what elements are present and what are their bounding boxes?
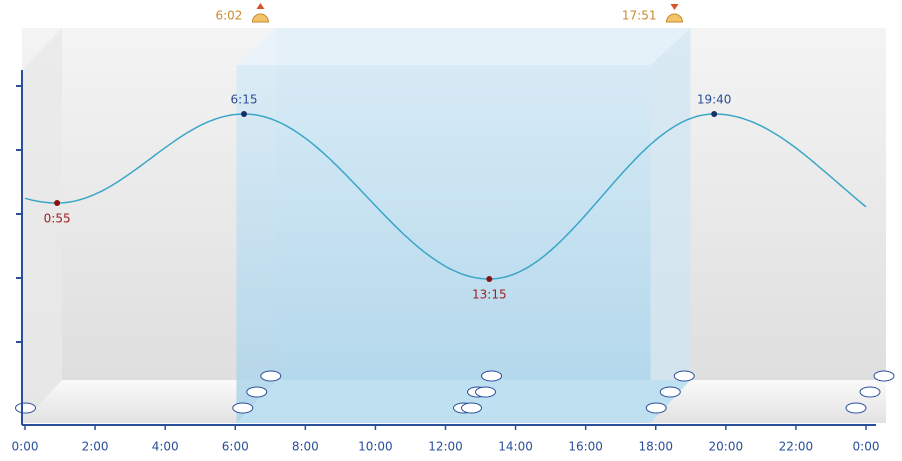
fish-icon <box>674 371 694 381</box>
fish-icon <box>233 403 253 413</box>
x-tick-label: 16:00 <box>568 440 603 454</box>
low-tide-marker <box>486 276 492 282</box>
background <box>16 28 894 423</box>
low-tide-label: 13:15 <box>472 288 507 302</box>
sun-arrow <box>256 3 264 9</box>
day-front <box>236 65 650 423</box>
fish-icon <box>846 403 866 413</box>
x-tick-label: 22:00 <box>779 440 814 454</box>
fish-icon <box>660 387 680 397</box>
sunrise-label: 6:02 <box>215 9 242 23</box>
x-tick-label: 10:00 <box>358 440 393 454</box>
high-tide-label: 19:40 <box>697 93 732 107</box>
x-tick-label: 18:00 <box>638 440 673 454</box>
fish-icon <box>646 403 666 413</box>
fish-icon <box>261 371 281 381</box>
sun-arrow <box>670 4 678 10</box>
fish-icon <box>874 371 894 381</box>
fish-icon <box>482 371 502 381</box>
low-tide-label: 0:55 <box>44 212 71 226</box>
x-tick-label: 12:00 <box>428 440 463 454</box>
sun-icon <box>666 14 682 22</box>
high-tide-marker <box>711 111 717 117</box>
tide-chart: 0:00 2:00 4:00 6:00 8:00 10:00 12:00 14:00 16:00… <box>0 0 902 461</box>
x-tick-label: 2:00 <box>82 440 109 454</box>
x-tick-label: 0:00 <box>853 440 880 454</box>
fish-icon <box>16 403 36 413</box>
x-tick-label: 4:00 <box>152 440 179 454</box>
fish-icon <box>247 387 267 397</box>
day-floor <box>236 380 690 423</box>
fish-icon <box>860 387 880 397</box>
sun-icon <box>252 14 268 22</box>
day-top <box>236 28 690 65</box>
fish-icon <box>462 403 482 413</box>
night-side <box>22 28 62 423</box>
low-tide-marker <box>54 200 60 206</box>
x-tick-label: 8:00 <box>292 440 319 454</box>
high-tide-label: 6:15 <box>231 93 258 107</box>
x-tick-label: 6:00 <box>222 440 249 454</box>
x-tick-label: 14:00 <box>498 440 533 454</box>
x-tick-label: 0:00 <box>12 440 39 454</box>
sunset-label: 17:51 <box>622 9 657 23</box>
high-tide-marker <box>241 111 247 117</box>
fish-icon <box>476 387 496 397</box>
x-tick-label: 20:00 <box>709 440 744 454</box>
